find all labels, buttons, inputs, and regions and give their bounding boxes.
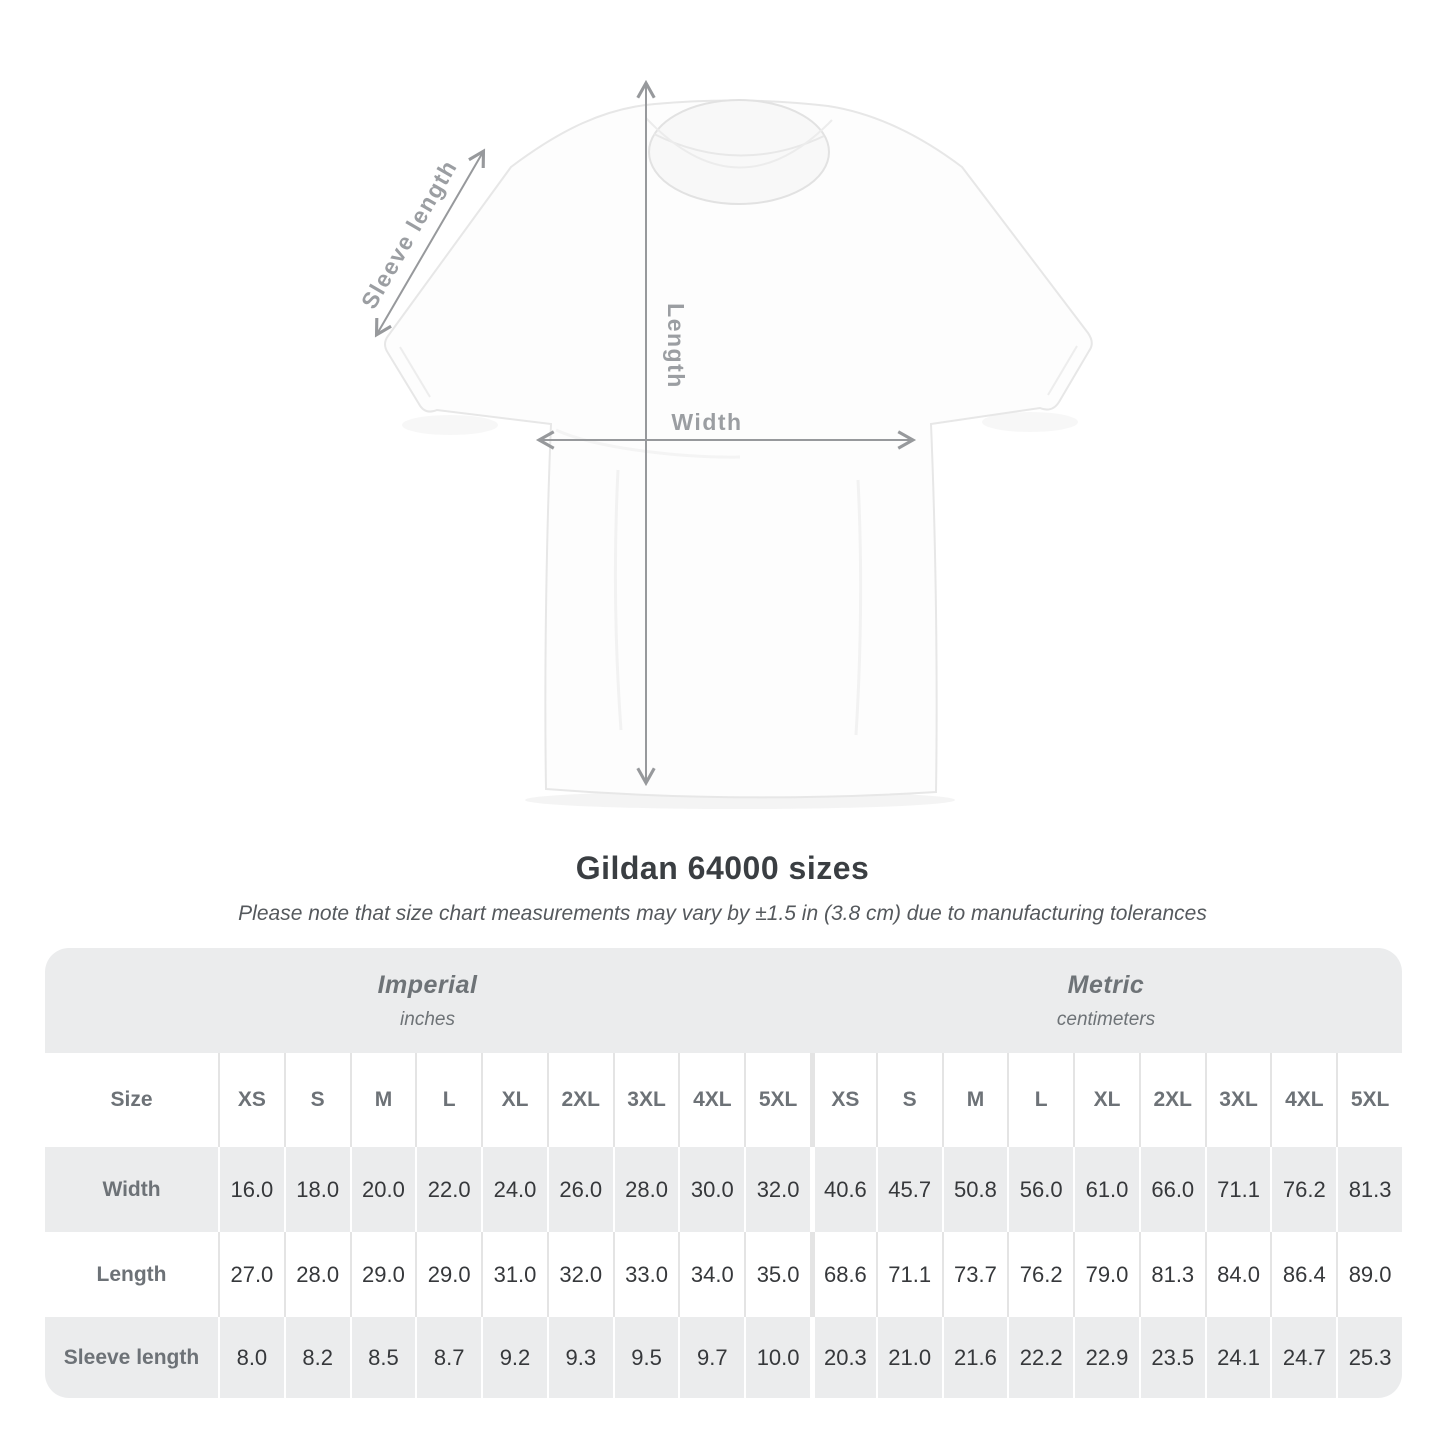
value-cell: 20.3 [810,1317,876,1398]
value-cell: 76.2 [1270,1147,1337,1232]
width-label: Width [671,409,742,435]
value-cell: 81.3 [1138,1232,1205,1317]
value-cell: 32.0 [744,1147,810,1232]
tshirt-measurement-diagram: Sleeve length Length Width [356,79,1093,809]
value-cell: 22.0 [415,1147,482,1232]
size-header-cell: S [875,1053,942,1147]
value-cell: 71.1 [875,1232,942,1317]
value-cell: 8.2 [283,1317,350,1398]
size-header-cell: M [349,1053,416,1147]
value-cell: 28.0 [612,1147,679,1232]
value-cell: 16.0 [218,1147,284,1232]
unit-group-imperial: Imperial inches [45,948,810,1053]
unit-group-metric-unit: centimeters [1056,1008,1156,1030]
size-header-cell: 2XL [546,1053,613,1147]
value-cell: 68.6 [810,1232,876,1317]
row-label-length: Length [45,1232,218,1317]
value-cell: 22.2 [1007,1317,1074,1398]
unit-group-imperial-unit: inches [400,1008,455,1030]
unit-group-metric-label: Metric [1067,970,1145,999]
value-cell: 86.4 [1270,1232,1337,1317]
tolerance-note: Please note that size chart measurements… [238,902,1207,925]
value-cell: 25.3 [1336,1317,1402,1398]
value-cell: 40.6 [810,1147,876,1232]
unit-group-imperial-label: Imperial [377,970,478,999]
length-label: Length [663,303,689,389]
size-header-cell: 5XL [1336,1053,1402,1147]
row-label-sleeve-length: Sleeve length [45,1317,218,1398]
size-header-cell: M [941,1053,1008,1147]
value-cell: 8.0 [218,1317,284,1398]
value-cell: 27.0 [218,1232,284,1317]
value-cell: 56.0 [1007,1147,1074,1232]
value-cell: 8.7 [415,1317,482,1398]
size-header-cell: L [1007,1053,1074,1147]
size-chart-title: Gildan 64000 sizes [575,850,870,886]
value-cell: 76.2 [1007,1232,1074,1317]
value-cell: 21.0 [875,1317,942,1398]
value-cell: 81.3 [1336,1147,1402,1232]
size-corner-header: Size [45,1053,218,1147]
value-cell: 8.5 [349,1317,416,1398]
value-cell: 29.0 [349,1232,416,1317]
size-header-cell: 3XL [1204,1053,1271,1147]
value-cell: 61.0 [1073,1147,1139,1232]
sleeve-length-arrow [374,148,486,338]
row-label-width: Width [45,1147,218,1232]
size-header-cell: 3XL [612,1053,679,1147]
value-cell: 20.0 [349,1147,416,1232]
value-cell: 9.7 [678,1317,745,1398]
value-cell: 9.2 [481,1317,547,1398]
value-cell: 26.0 [546,1147,613,1232]
unit-group-metric: Metric centimeters [810,948,1402,1053]
value-cell: 66.0 [1138,1147,1205,1232]
value-cell: 22.9 [1073,1317,1139,1398]
value-cell: 50.8 [941,1147,1008,1232]
value-cell: 45.7 [875,1147,942,1232]
value-cell: 24.0 [481,1147,547,1232]
value-cell: 79.0 [1073,1232,1139,1317]
size-header-cell: S [283,1053,350,1147]
size-header-cell: 2XL [1138,1053,1205,1147]
size-table: Imperial inches Metric centimeters Size … [45,948,1402,1398]
value-cell: 29.0 [415,1232,482,1317]
value-cell: 84.0 [1204,1232,1271,1317]
value-cell: 31.0 [481,1232,547,1317]
value-cell: 34.0 [678,1232,745,1317]
value-cell: 24.1 [1204,1317,1271,1398]
size-header-cell: XL [1073,1053,1139,1147]
value-cell: 9.3 [546,1317,613,1398]
size-header-cell: 5XL [744,1053,810,1147]
value-cell: 73.7 [941,1232,1008,1317]
size-header-cell: XS [218,1053,284,1147]
value-cell: 71.1 [1204,1147,1271,1232]
size-header-cell: 4XL [678,1053,745,1147]
value-cell: 28.0 [283,1232,350,1317]
tshirt-image [384,99,1093,799]
value-cell: 32.0 [546,1232,613,1317]
value-cell: 35.0 [744,1232,810,1317]
size-header-cell: 4XL [1270,1053,1337,1147]
value-cell: 21.6 [941,1317,1008,1398]
value-cell: 23.5 [1138,1317,1205,1398]
value-cell: 30.0 [678,1147,745,1232]
value-cell: 10.0 [744,1317,810,1398]
size-header-cell: XL [481,1053,547,1147]
value-cell: 89.0 [1336,1232,1402,1317]
value-cell: 33.0 [612,1232,679,1317]
value-cell: 9.5 [612,1317,679,1398]
value-cell: 24.7 [1270,1317,1337,1398]
size-header-cell: XS [810,1053,876,1147]
value-cell: 18.0 [283,1147,350,1232]
size-header-cell: L [415,1053,482,1147]
